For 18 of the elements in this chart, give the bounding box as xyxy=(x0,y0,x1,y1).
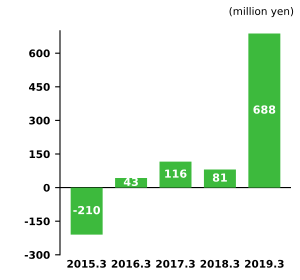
y-tick-label: 0 xyxy=(44,184,50,192)
x-tick-label: 2016.3 xyxy=(112,260,150,268)
y-tick-label: 150 xyxy=(30,150,50,158)
y-tick-label: 300 xyxy=(29,116,50,125)
data-label: 116 xyxy=(165,169,186,178)
data-label: 43 xyxy=(124,178,138,186)
y-tick-label: 600 xyxy=(29,49,50,58)
x-tick-label: 2018.3 xyxy=(200,260,240,268)
x-tick-label: 2017.3 xyxy=(156,260,195,268)
x-tick-label: 2015.3 xyxy=(67,260,106,268)
y-tick-label: -150 xyxy=(24,217,50,226)
text: (million yen) xyxy=(230,7,294,18)
y-tick-label: -300 xyxy=(24,251,50,259)
data-label: 81 xyxy=(212,173,227,182)
data-label: 688 xyxy=(253,105,276,114)
x-tick-label: 2019.3 xyxy=(245,260,284,268)
data-label: -210 xyxy=(73,206,100,214)
y-tick-label: 450 xyxy=(29,83,50,91)
